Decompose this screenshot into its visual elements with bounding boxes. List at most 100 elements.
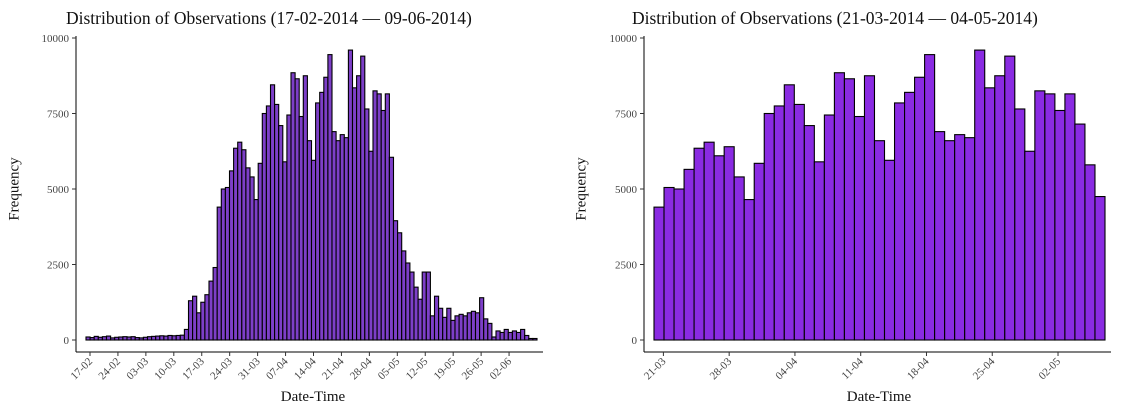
bar — [376, 93, 382, 341]
bar — [483, 318, 489, 341]
bar — [151, 335, 157, 341]
bar — [192, 295, 198, 341]
y-tick-label: 7500 — [47, 109, 70, 121]
bar — [683, 168, 695, 341]
chart-panel-left: 0 2500 5000 7500 10000 17-02 24-02 03-03 10-03 17… — [7, 8, 543, 405]
bar — [315, 102, 321, 341]
bar — [196, 312, 202, 341]
bar — [663, 186, 675, 341]
bar — [405, 262, 411, 341]
bar — [1044, 93, 1056, 341]
bar — [462, 315, 468, 341]
bar — [653, 206, 665, 341]
bar — [723, 146, 735, 341]
bar — [220, 188, 226, 341]
x-tick-label: 28-03 — [708, 355, 735, 382]
bar — [179, 334, 185, 341]
bar — [474, 312, 481, 341]
bar — [944, 140, 956, 341]
histogram-right: 0 2500 5000 7500 10000 21-03 28-03 04-04 11-04 18… — [610, 33, 1111, 382]
bar — [417, 298, 423, 341]
x-tick-label: 03-03 — [124, 355, 151, 382]
bar — [425, 271, 431, 341]
bar — [693, 147, 705, 341]
bar — [524, 334, 530, 341]
bar — [487, 322, 493, 341]
bar — [454, 315, 460, 341]
bar — [843, 78, 855, 341]
bar — [282, 161, 288, 341]
bar — [429, 315, 436, 341]
chart-panel-right: 0 2500 5000 7500 10000 21-03 28-03 04-04 11-04 18… — [569, 0, 1138, 416]
bar — [290, 72, 296, 341]
bar — [863, 75, 876, 341]
bar — [964, 137, 976, 341]
bar — [495, 330, 501, 341]
x-tick-label: 12-05 — [404, 355, 431, 382]
bar — [763, 112, 775, 341]
bar — [118, 336, 124, 341]
bar — [323, 76, 329, 341]
bar — [479, 297, 485, 341]
bar — [793, 103, 805, 341]
bar — [224, 186, 231, 341]
chart-title: Distribution of Observations (17-02-2014… — [66, 8, 472, 28]
bar — [216, 206, 222, 341]
bar — [122, 336, 128, 341]
bar — [994, 75, 1006, 341]
y-tick-label: 2500 — [615, 260, 638, 272]
bar — [384, 93, 390, 341]
x-tick-label: 05-05 — [376, 355, 403, 382]
bar — [142, 336, 149, 341]
bar — [853, 115, 866, 341]
bar — [187, 300, 194, 341]
bar — [914, 76, 926, 341]
bar — [446, 307, 452, 341]
bar — [503, 328, 509, 341]
bar — [310, 159, 317, 341]
bar — [873, 140, 886, 341]
bar — [1094, 196, 1106, 341]
x-axis-label: Date-Time — [280, 389, 346, 405]
bar — [343, 137, 349, 341]
bar — [893, 102, 906, 341]
bar — [520, 328, 526, 341]
x-tick-label: 04-04 — [773, 355, 800, 382]
bar — [1024, 150, 1036, 341]
bar — [442, 316, 448, 341]
bar — [470, 310, 477, 341]
bar — [388, 156, 395, 341]
bar — [703, 141, 715, 341]
bar — [1054, 109, 1066, 341]
bar — [507, 331, 513, 341]
bar — [302, 75, 308, 341]
bar — [783, 84, 795, 341]
bar — [249, 176, 255, 341]
bar — [130, 336, 136, 341]
bar — [1074, 123, 1086, 341]
bar — [904, 91, 916, 341]
bar — [773, 105, 785, 341]
bar — [171, 335, 177, 341]
bar — [278, 125, 284, 341]
bar — [126, 336, 132, 341]
bar — [286, 114, 292, 341]
bar — [97, 336, 103, 341]
bar — [146, 336, 153, 341]
y-tick-label: 0 — [64, 335, 70, 347]
bar — [515, 331, 522, 341]
bar — [532, 337, 538, 341]
bar — [1034, 90, 1046, 341]
x-tick-label: 21-03 — [642, 355, 669, 382]
bar — [163, 335, 169, 341]
bar — [833, 72, 845, 341]
x-tick-label: 28-04 — [348, 355, 375, 382]
bar — [89, 337, 95, 341]
x-axis-label: Date-Time — [846, 389, 912, 405]
bar — [101, 336, 108, 341]
bar — [93, 335, 99, 341]
bar — [433, 295, 440, 341]
x-tick-label: 18-04 — [905, 355, 932, 382]
bar — [823, 114, 835, 341]
bar — [713, 155, 725, 341]
